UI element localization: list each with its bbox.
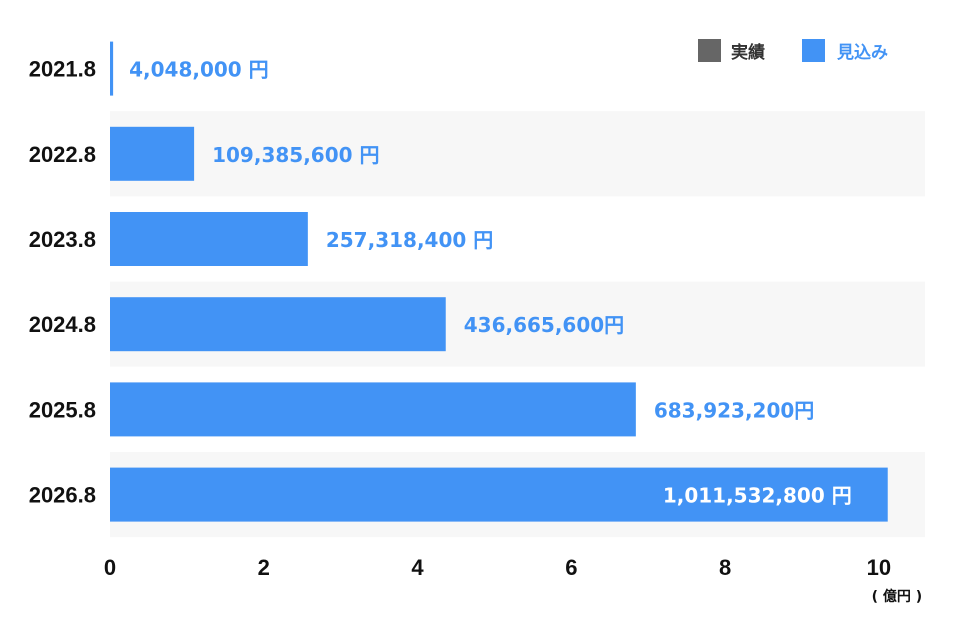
category-label: 2026.8 [29,483,96,508]
bar [110,297,446,352]
legend-label-actual: 実績 [731,42,765,63]
legend-swatch-forecast [802,39,825,62]
row-band [110,111,925,197]
row-bands [110,26,925,538]
legend: 実績 見込み [698,39,888,63]
x-tick-label: 4 [411,555,424,580]
x-tick-labels: 0 2 4 6 8 10 [104,555,891,580]
row-band [110,26,925,112]
value-label: 436,665,600円 [464,313,624,337]
bar [110,382,636,437]
value-label: 109,385,600 円 [212,143,379,167]
x-tick-label: 0 [104,555,116,580]
category-label: 2022.8 [29,142,96,167]
x-axis-unit: ( 億円 ) [872,588,923,605]
category-label: 2024.8 [29,312,96,337]
value-label: 4,048,000 円 [129,58,269,82]
x-tick-label: 2 [258,555,270,580]
category-label: 2021.8 [29,57,96,82]
bar [110,467,888,522]
category-label: 2025.8 [29,397,96,422]
x-tick-label: 6 [565,555,577,580]
legend-swatch-actual [698,39,721,62]
value-label: 683,923,200円 [654,398,814,422]
bars-group: 4,048,000 円 109,385,600 円 257,318,400 円 436… [110,41,888,522]
bar [110,212,308,266]
category-labels: 2021.8 2022.8 2023.8 2024.8 2025.8 2026.8 [29,57,96,508]
bar [110,41,114,96]
x-tick-label: 10 [867,555,891,580]
x-tick-label: 8 [719,555,731,580]
bar [110,126,195,181]
legend-label-forecast: 見込み [836,43,888,63]
value-label: 257,318,400 円 [326,228,493,252]
category-label: 2023.8 [29,227,96,252]
value-label: 1,011,532,800 円 [663,484,852,508]
